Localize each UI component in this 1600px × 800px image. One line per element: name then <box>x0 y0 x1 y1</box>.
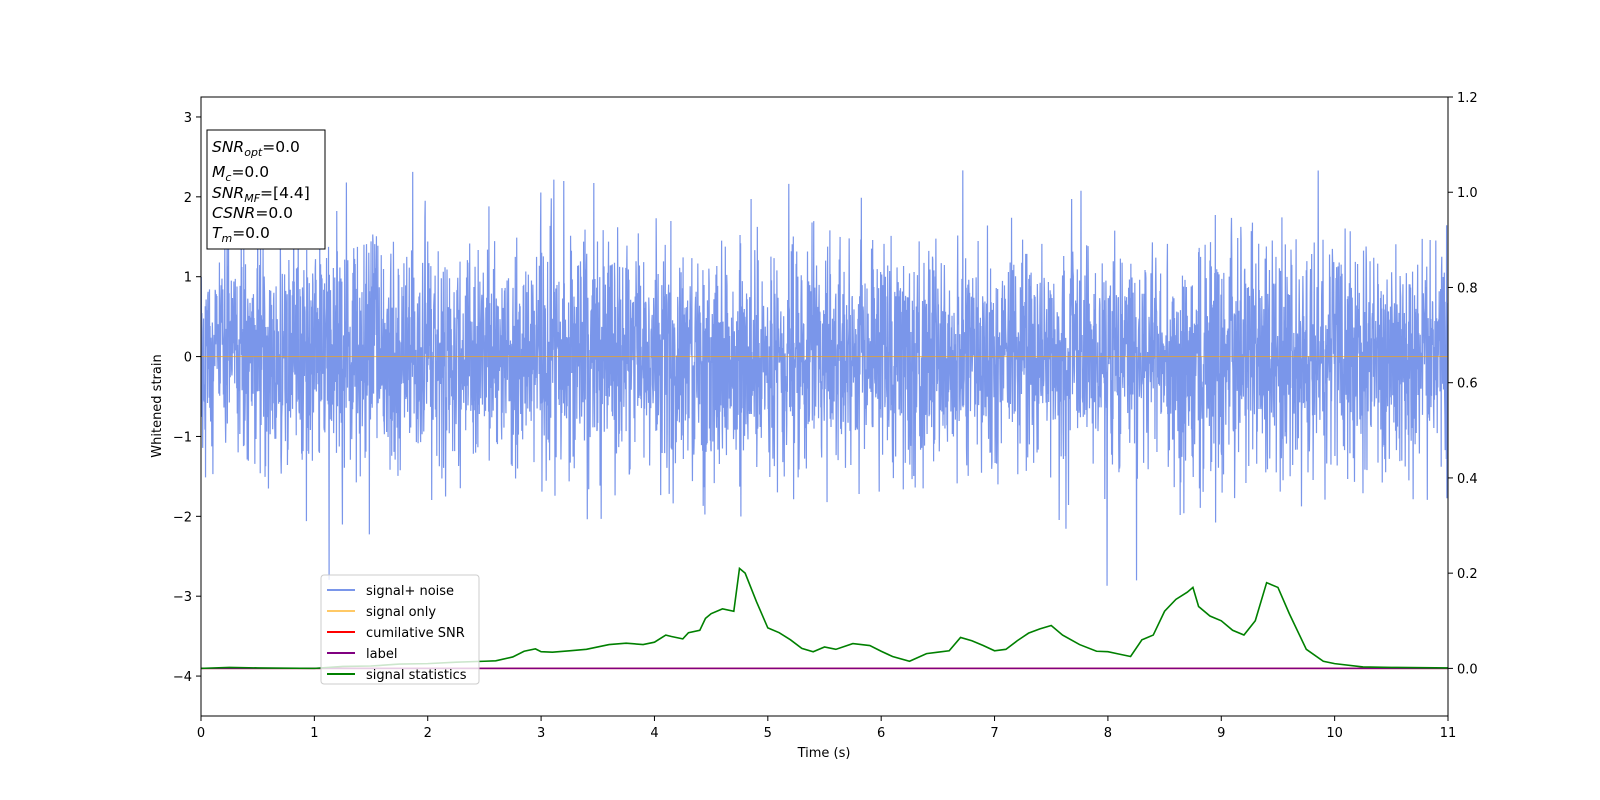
y-right-tick-label: 0.8 <box>1457 281 1478 296</box>
x-tick-label: 11 <box>1440 726 1457 741</box>
y-left-tick-label: 0 <box>184 351 192 366</box>
legend-label-label: label <box>366 647 397 662</box>
info-subscript: c <box>225 171 231 184</box>
y-right-tick-label: 0.4 <box>1457 472 1478 487</box>
info-value: =0.0 <box>232 224 270 242</box>
legend-label-signal-noise: signal+ noise <box>366 584 454 599</box>
x-tick-label: 7 <box>990 726 998 741</box>
info-value: =[4.4] <box>260 184 310 202</box>
info-line: Tm=0.0 <box>212 224 270 245</box>
y-left-tick-label: −2 <box>173 510 192 525</box>
y-left-tick-label: −1 <box>173 430 192 445</box>
y-left-tick-label: −4 <box>173 670 192 685</box>
x-tick-label: 10 <box>1326 726 1343 741</box>
info-subscript: m <box>221 232 232 245</box>
info-box: SNRopt=0.0Mc=0.0SNRMF=[4.4]CSNR=0.0Tm=0.… <box>206 129 326 250</box>
signal-statistics-line <box>201 566 1448 670</box>
y-left-tick-label: 3 <box>184 111 192 126</box>
series-signal-plus-noise <box>201 170 1448 586</box>
legend-label-signal-only: signal only <box>366 605 436 620</box>
info-line: CSNR=0.0 <box>212 204 293 222</box>
info-symbol: SNR <box>212 184 244 202</box>
y-left-tick-label: 2 <box>184 191 192 206</box>
y-right-tick-label: 1.2 <box>1457 91 1478 106</box>
legend-label-signal-statistics: signal statistics <box>366 668 467 683</box>
info-line: SNRMF=[4.4] <box>212 184 310 205</box>
x-tick-label: 0 <box>197 726 205 741</box>
x-tick-label: 3 <box>537 726 545 741</box>
y-left-tick-label: 1 <box>184 271 192 286</box>
info-value: =0.0 <box>255 204 293 222</box>
legend-frame <box>320 574 480 685</box>
y-axis-right-ticks: 0.0 0.2 0.4 0.6 0.8 1.0 1.2 <box>1448 91 1478 677</box>
y-right-tick-label: 0.6 <box>1457 377 1478 392</box>
info-value: =0.0 <box>231 163 269 181</box>
legend: signal+ noise signal only cumilative SNR la… <box>320 574 480 685</box>
x-tick-label: 8 <box>1104 726 1112 741</box>
axes-frame <box>200 96 1449 717</box>
y-right-tick-label: 0.2 <box>1457 567 1478 582</box>
x-axis-ticks: 0 1 2 3 4 5 6 7 8 9 10 11 <box>197 716 1456 741</box>
y-axis-label: Whitened strain <box>150 354 165 457</box>
x-tick-label: 5 <box>764 726 772 741</box>
y-left-tick-label: −3 <box>173 590 192 605</box>
x-tick-label: 6 <box>877 726 885 741</box>
info-box-frame <box>206 129 326 250</box>
y-right-tick-label: 1.0 <box>1457 186 1478 201</box>
info-subscript: opt <box>244 146 263 159</box>
x-axis-label: Time (s) <box>797 746 851 761</box>
y-right-tick-label: 0.0 <box>1457 662 1478 677</box>
info-symbol: M <box>212 163 225 181</box>
info-line: Mc=0.0 <box>212 163 269 184</box>
y-axis-left-ticks: −4 −3 −2 −1 0 1 2 3 <box>173 111 201 685</box>
info-line: SNRopt=0.0 <box>212 138 300 159</box>
info-symbol: T <box>212 224 223 242</box>
info-symbol: CSNR <box>212 204 255 222</box>
x-tick-label: 4 <box>650 726 658 741</box>
x-tick-label: 2 <box>424 726 432 741</box>
info-value: =0.0 <box>262 138 300 156</box>
legend-label-cumilative-snr: cumilative SNR <box>366 626 465 641</box>
x-tick-label: 9 <box>1217 726 1225 741</box>
info-symbol: SNR <box>212 138 244 156</box>
signal-plus-noise-line <box>201 170 1448 586</box>
info-subscript: MF <box>244 192 260 205</box>
x-tick-label: 1 <box>310 726 318 741</box>
